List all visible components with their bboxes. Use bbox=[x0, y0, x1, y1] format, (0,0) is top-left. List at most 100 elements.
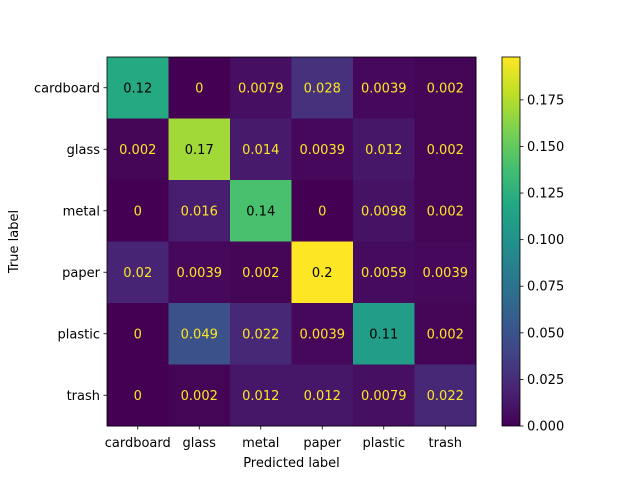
cell-value-label: 0.002 bbox=[427, 143, 464, 158]
y-tick-label: paper bbox=[62, 266, 100, 281]
heatmap-cell bbox=[353, 118, 415, 181]
heatmap-cell bbox=[414, 303, 477, 365]
cell-value-label: 0.17 bbox=[185, 143, 214, 158]
colorbar-ticks: 0.000 0.025 0.050 0.075 0.100 0.125 0.150 0.175 bbox=[520, 93, 564, 435]
cell-value-label: 0.0039 bbox=[361, 81, 407, 96]
heatmap-cell bbox=[168, 364, 231, 427]
colorbar-tick-label: 0.175 bbox=[527, 93, 564, 108]
heatmap-cell bbox=[230, 364, 292, 427]
colorbar-tick-label: 0.000 bbox=[527, 420, 564, 435]
colorbar-tick-label: 0.025 bbox=[527, 373, 564, 388]
cell-value-label: 0.028 bbox=[304, 81, 341, 96]
x-tick-label: trash bbox=[429, 436, 462, 451]
cell-value-label: 0.0039 bbox=[300, 327, 346, 342]
x-tick-label: plastic bbox=[363, 436, 405, 451]
cell-value-label: 0.12 bbox=[123, 81, 152, 96]
cell-value-label: 0.049 bbox=[181, 327, 218, 342]
heatmap-cell bbox=[230, 241, 292, 304]
cell-value-label: 0.002 bbox=[427, 327, 464, 342]
heatmap-cell bbox=[291, 118, 354, 181]
heatmap-cell bbox=[107, 118, 169, 181]
plot-frame bbox=[106, 56, 477, 427]
cell-value-label: 0 bbox=[134, 389, 142, 404]
x-axis-label: Predicted label bbox=[243, 456, 340, 471]
heatmap-cell bbox=[414, 118, 477, 181]
heatmap-cell bbox=[107, 303, 169, 365]
x-tick-label: paper bbox=[303, 436, 341, 451]
heatmap-cell bbox=[230, 303, 292, 365]
cell-value-label: 0.02 bbox=[123, 266, 152, 281]
cell-value-label: 0.11 bbox=[369, 327, 398, 342]
heatmap-cell-labels: 0.12 0 0.0079 0.028 0.0039 0.002 0.002 0.17 0.01… bbox=[119, 81, 468, 404]
cell-value-label: 0.012 bbox=[365, 143, 402, 158]
heatmap-cell bbox=[168, 118, 231, 181]
cell-value-label: 0.016 bbox=[181, 204, 218, 219]
x-tick-label: metal bbox=[242, 436, 279, 451]
x-tick-label: glass bbox=[183, 436, 217, 451]
heatmap-cells bbox=[107, 57, 477, 427]
colorbar-tick-label: 0.125 bbox=[527, 187, 564, 202]
cell-value-label: 0.022 bbox=[427, 389, 464, 404]
cell-value-label: 0.012 bbox=[304, 389, 341, 404]
heatmap-cell bbox=[353, 180, 415, 242]
cell-value-label: 0.0039 bbox=[423, 266, 469, 281]
heatmap-cell bbox=[353, 303, 415, 365]
cell-value-label: 0.2 bbox=[312, 266, 333, 281]
cell-value-label: 0.14 bbox=[246, 204, 275, 219]
x-axis-ticks: cardboard glass metal paper plastic trash bbox=[105, 426, 462, 451]
y-tick-label: glass bbox=[67, 143, 101, 158]
y-tick-label: metal bbox=[63, 204, 100, 219]
x-tick-label: cardboard bbox=[105, 436, 171, 451]
heatmap-cell bbox=[291, 303, 354, 365]
y-tick-label: plastic bbox=[58, 327, 100, 342]
cell-value-label: 0.002 bbox=[181, 389, 218, 404]
cell-value-label: 0.002 bbox=[427, 204, 464, 219]
cell-value-label: 0.002 bbox=[242, 266, 279, 281]
heatmap-cell bbox=[353, 57, 415, 119]
heatmap-cell bbox=[353, 364, 415, 427]
cell-value-label: 0.0039 bbox=[300, 143, 346, 158]
heatmap-cell bbox=[414, 180, 477, 242]
heatmap-cell bbox=[291, 180, 354, 242]
colorbar-tick-label: 0.050 bbox=[527, 326, 564, 341]
cell-value-label: 0 bbox=[195, 81, 203, 96]
cell-value-label: 0 bbox=[318, 204, 326, 219]
cell-value-label: 0.0039 bbox=[177, 266, 223, 281]
heatmap-cell bbox=[168, 57, 231, 119]
heatmap-cell bbox=[414, 241, 477, 304]
cell-value-label: 0.014 bbox=[242, 143, 279, 158]
colorbar-tick-label: 0.100 bbox=[527, 233, 564, 248]
heatmap-cell bbox=[168, 180, 231, 242]
cell-value-label: 0 bbox=[134, 204, 142, 219]
heatmap-cell bbox=[291, 364, 354, 427]
heatmap-cell bbox=[414, 57, 477, 119]
heatmap-cell bbox=[168, 241, 231, 304]
colorbar-tick-label: 0.075 bbox=[527, 280, 564, 295]
heatmap-cell bbox=[107, 364, 169, 427]
cell-value-label: 0.0059 bbox=[361, 266, 407, 281]
cell-value-label: 0.0098 bbox=[361, 204, 407, 219]
heatmap-cell bbox=[230, 180, 292, 242]
cell-value-label: 0.0079 bbox=[361, 389, 407, 404]
cell-value-label: 0.0079 bbox=[238, 81, 284, 96]
heatmap-cell bbox=[291, 241, 354, 304]
cell-value-label: 0 bbox=[134, 327, 142, 342]
y-tick-label: trash bbox=[67, 389, 100, 404]
heatmap-cell bbox=[230, 118, 292, 181]
cell-value-label: 0.002 bbox=[427, 81, 464, 96]
y-tick-label: cardboard bbox=[34, 81, 100, 96]
cell-value-label: 0.002 bbox=[119, 143, 156, 158]
heatmap-cell bbox=[291, 57, 354, 119]
colorbar-tick-label: 0.150 bbox=[527, 140, 564, 155]
cell-value-label: 0.022 bbox=[242, 327, 279, 342]
y-axis-label: True label bbox=[7, 210, 22, 274]
heatmap-cell bbox=[168, 303, 231, 365]
heatmap-cell bbox=[353, 241, 415, 304]
heatmap-cell bbox=[230, 57, 292, 119]
heatmap-cell bbox=[107, 180, 169, 242]
y-axis-ticks: cardboard glass metal paper plastic trash bbox=[34, 81, 107, 404]
colorbar bbox=[501, 56, 521, 427]
heatmap-cell bbox=[107, 241, 169, 304]
heatmap-cell bbox=[414, 364, 477, 427]
